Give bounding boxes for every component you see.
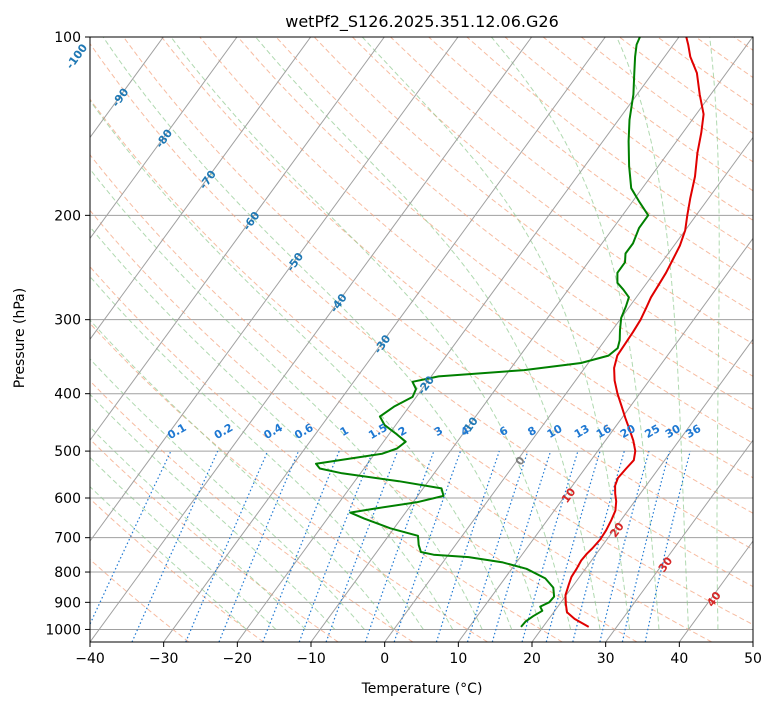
isotherm-line (90, 37, 459, 542)
isotherm-line (90, 37, 238, 240)
moist-adiabat (90, 319, 395, 630)
mixing-ratio-line (393, 450, 462, 642)
dry-adiabat (275, 37, 753, 411)
y-tick-label: 1000 (45, 622, 81, 638)
moist-adiabat (102, 37, 542, 630)
dry-adiabat (90, 153, 712, 642)
moist-adiabat (90, 275, 424, 630)
mixing-ratio-line (325, 450, 399, 642)
mixing-ratio-line (572, 450, 625, 642)
plot-frame (89, 36, 754, 643)
mixing-ratio-line (262, 450, 340, 642)
temperature-profile (564, 37, 705, 628)
chart-title: wetPf2_S126.2025.351.12.06.G26 (285, 12, 559, 32)
dry-adiabat (199, 37, 753, 479)
y-tick-label: 700 (54, 531, 81, 547)
isotherm-line (605, 439, 753, 642)
x-tick-label: −20 (223, 651, 253, 667)
moist-adiabat (90, 226, 454, 630)
dry-adiabat (90, 98, 753, 626)
isotherm-line (90, 37, 312, 341)
moist-adiabat (90, 393, 336, 630)
mixing-ratio-line (466, 450, 529, 642)
mixing-ratio-line (491, 450, 552, 642)
mixing-ratio-line (364, 450, 435, 642)
moist-adiabat (90, 426, 306, 630)
y-tick-label: 600 (54, 491, 81, 507)
y-tick-label: 800 (54, 565, 81, 581)
y-tick-label: 100 (54, 30, 81, 46)
mixing-ratio-line (644, 450, 691, 642)
dry-adiabat (352, 37, 753, 345)
moist-adiabat (709, 37, 720, 630)
mixing-ratio-line (185, 450, 269, 642)
isotherm-line (163, 37, 606, 642)
moist-adiabat (90, 168, 483, 630)
isotherm-line (310, 37, 753, 642)
mixing-ratio-line (218, 450, 300, 642)
y-axis: 100 200 300 400 500 600 700 800 900 1000 (45, 30, 90, 638)
y-axis-title: Pressure (hPa) (12, 288, 28, 388)
x-tick-label: −40 (75, 651, 105, 667)
y-tick-label: 900 (54, 595, 81, 611)
moist-adiabat (90, 456, 277, 630)
dewpoint-profile (315, 37, 650, 628)
x-axis-title: Temperature (°C) (361, 681, 483, 697)
moist-adiabat (491, 37, 660, 630)
dry-adiabat (90, 558, 190, 642)
x-axis: −40 −30 −20 −10 0 10 20 30 40 50 (75, 642, 762, 667)
isotherm-line (90, 37, 385, 442)
moist-adiabat (616, 37, 689, 630)
isotherm-line (236, 37, 680, 642)
mixing-ratio-line (131, 450, 219, 642)
x-tick-label: 0 (380, 651, 389, 667)
mixing-ratio-line (435, 450, 500, 642)
dry-adiabat (313, 37, 753, 377)
dry-adiabat (161, 37, 753, 514)
mixing-ratio-line (599, 450, 650, 642)
dry-adiabat (90, 265, 563, 642)
isotherm-line (90, 37, 533, 642)
isotherm-line (457, 237, 753, 642)
y-tick-label: 500 (54, 444, 81, 460)
moist-adiabat (361, 37, 631, 630)
y-tick-label: 300 (54, 313, 81, 329)
x-tick-label: 30 (597, 651, 615, 667)
x-tick-label: 50 (744, 651, 762, 667)
dry-adiabat (90, 42, 753, 588)
x-tick-label: 10 (449, 651, 467, 667)
x-tick-label: −10 (296, 651, 326, 667)
y-tick-label: 200 (54, 208, 81, 224)
moist-adiabat (255, 37, 601, 630)
y-tick-label: 400 (54, 387, 81, 403)
x-tick-label: 20 (523, 651, 541, 667)
x-tick-label: 40 (670, 651, 688, 667)
mixing-ratio-line (621, 450, 671, 642)
mixing-ratio-line (545, 450, 601, 642)
mixing-ratio-line (298, 450, 374, 642)
plot-area: -100-90-80-70-60-50-40-30-20-10010203040… (63, 36, 754, 643)
x-tick-label: −30 (149, 651, 179, 667)
moist-adiabat (90, 358, 365, 630)
dry-adiabat (123, 37, 753, 551)
